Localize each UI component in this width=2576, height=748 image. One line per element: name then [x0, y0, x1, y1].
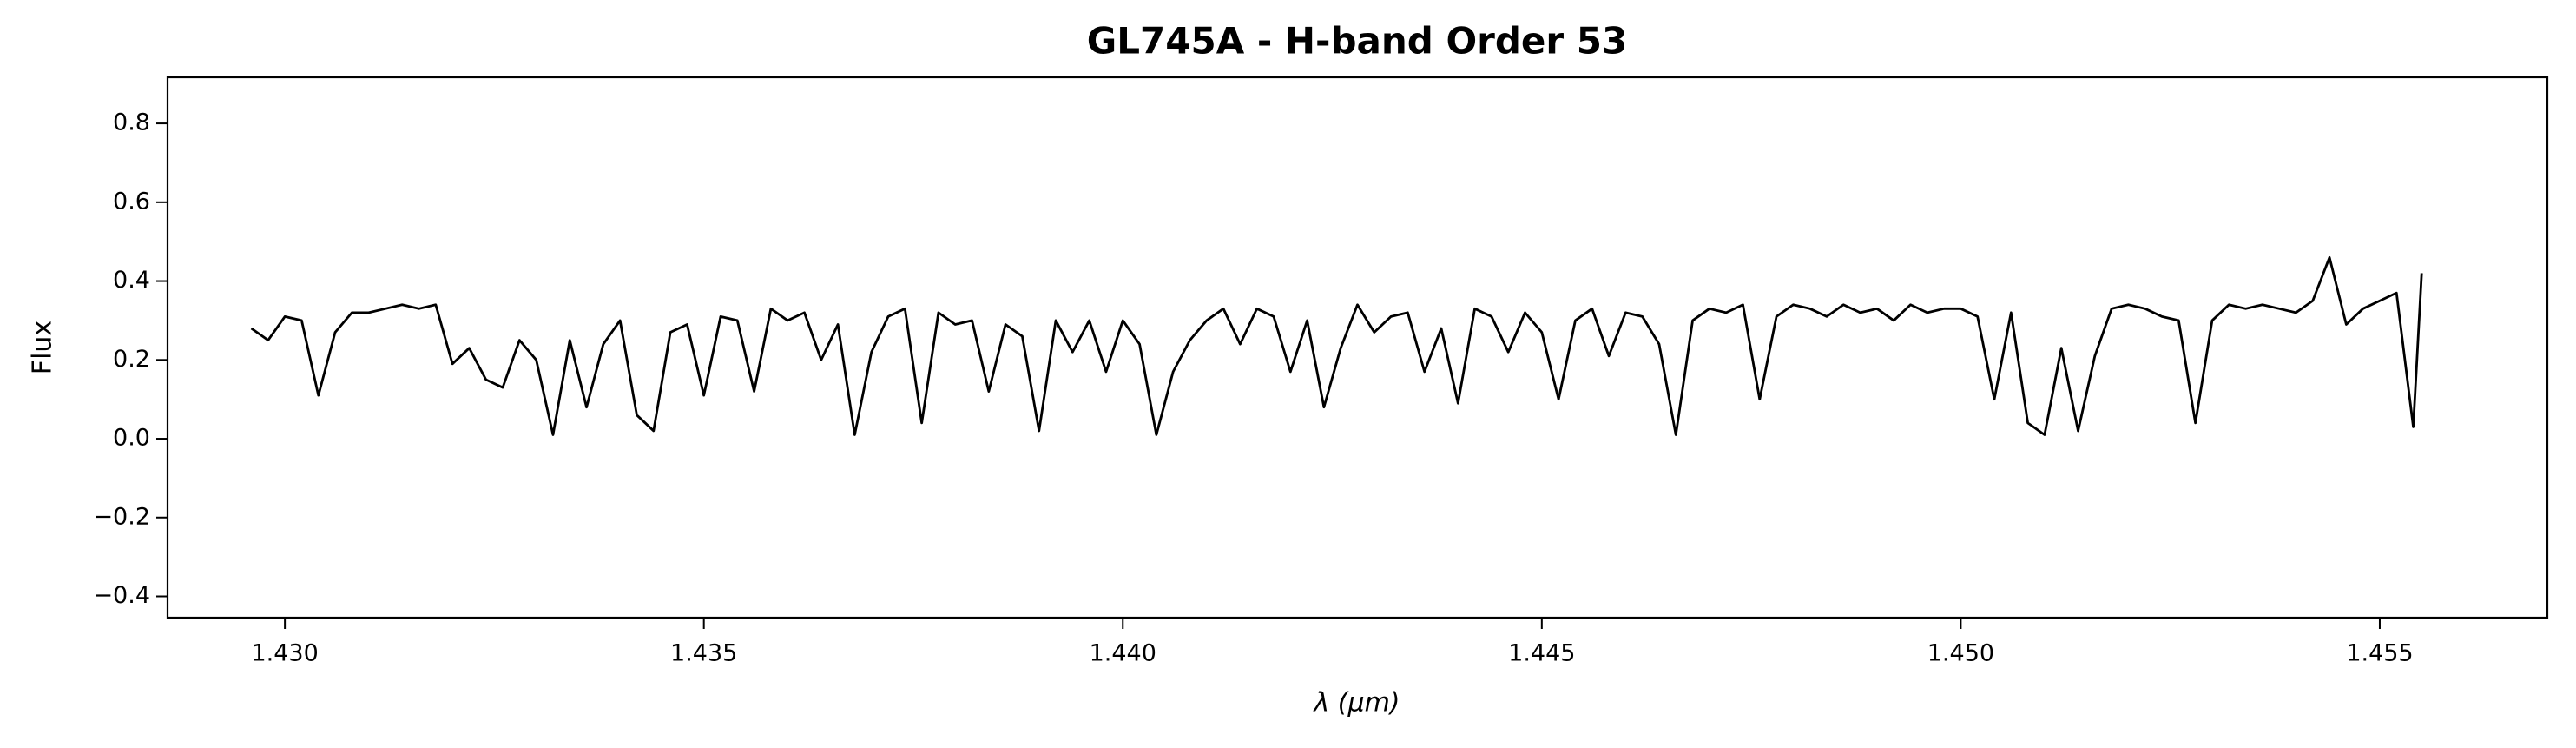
plot-frame: [166, 76, 2549, 619]
x-tick-label: 1.430: [251, 640, 318, 667]
y-tick-label: 0.8: [113, 109, 150, 136]
x-tick-label: 1.445: [1508, 640, 1575, 667]
chart-title: GL745A - H-band Order 53: [1087, 20, 1627, 63]
y-tick-label: 0.6: [113, 188, 150, 215]
y-axis-label: Flux: [28, 321, 58, 374]
x-tick-label: 1.455: [2346, 640, 2413, 667]
spectrum-line: [250, 255, 2423, 436]
y-tick-label: 0.2: [113, 346, 150, 373]
y-tick-label: −0.2: [93, 503, 150, 530]
y-tick-label: −0.4: [93, 582, 150, 609]
x-tick-label: 1.450: [1927, 640, 1994, 667]
x-tick-label: 1.435: [670, 640, 737, 667]
x-axis-label: λ (μm): [1312, 688, 1400, 718]
y-tick-label: 0.0: [113, 425, 150, 452]
y-tick-label: 0.4: [113, 267, 150, 294]
x-tick-label: 1.440: [1090, 640, 1156, 667]
